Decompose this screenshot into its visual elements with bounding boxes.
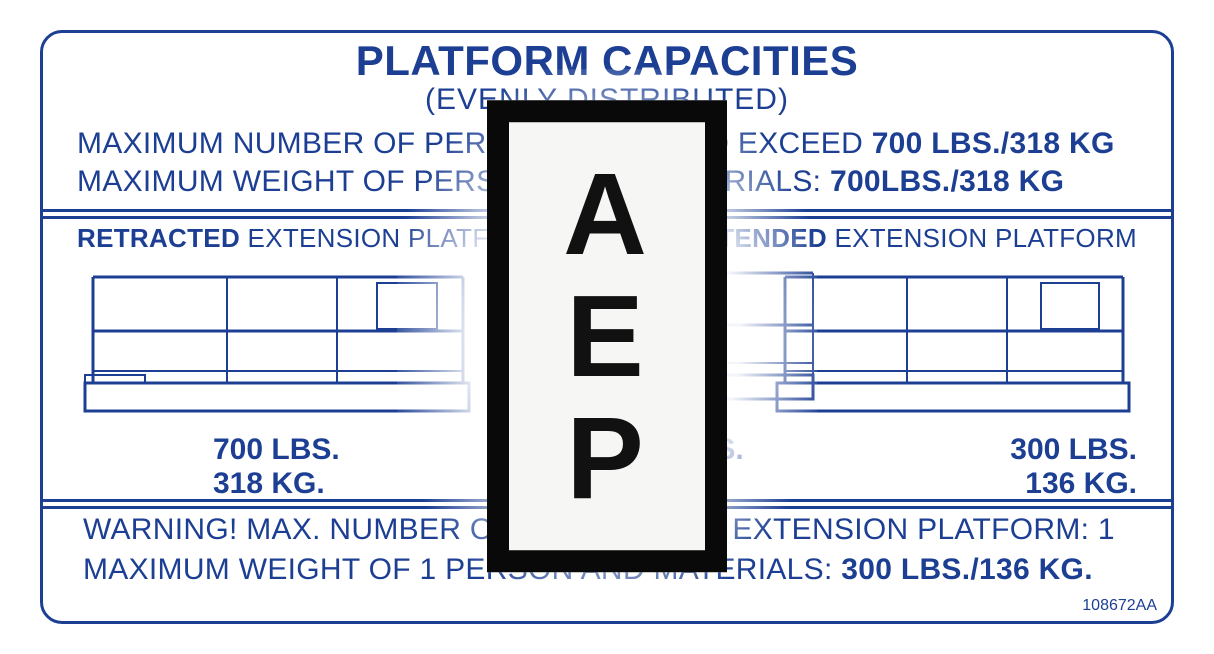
retracted-title: RETRACTED EXTENSION PLATFORM xyxy=(77,223,550,254)
retracted-drawing xyxy=(77,263,477,423)
retracted-title-bold: RETRACTED xyxy=(77,223,240,253)
aep-watermark: A E P xyxy=(487,100,727,572)
extended-ext-capacity-lbs: 300 LBS. xyxy=(1010,433,1137,466)
extended-ext-capacity: 300 LBS. 136 KG. xyxy=(1010,433,1137,500)
extended-title-rest: EXTENSION PLATFORM xyxy=(827,223,1137,253)
warning-line-2-label: MAXIMUM WEIGHT OF 1 PERSON AND MATERIALS… xyxy=(83,553,841,586)
watermark-letter-a: A xyxy=(563,156,651,272)
extended-platform-icon xyxy=(667,263,1137,423)
max-persons-value: 700 LBS./318 KG xyxy=(872,127,1115,160)
decal-inner: PLATFORM CAPACITIES (EVENLY DISTRIBUTED)… xyxy=(43,33,1171,621)
retracted-capacity: 700 LBS. 318 KG. xyxy=(213,433,340,500)
warning-line-2-value: 300 LBS./136 KG. xyxy=(841,553,1093,586)
capacity-decal: PLATFORM CAPACITIES (EVENLY DISTRIBUTED)… xyxy=(40,30,1174,624)
title: PLATFORM CAPACITIES xyxy=(43,37,1171,85)
watermark-overlay: A E P xyxy=(487,100,727,572)
retracted-capacity-lbs: 700 LBS. xyxy=(213,433,340,466)
watermark-letter-p: P xyxy=(566,400,647,516)
part-number: 108672AA xyxy=(1082,597,1157,615)
watermark-letter-e: E xyxy=(566,278,647,394)
extended-ext-capacity-kg: 136 KG. xyxy=(1010,467,1137,501)
retracted-platform-icon xyxy=(77,263,477,423)
retracted-capacity-kg: 318 KG. xyxy=(213,467,340,501)
extended-title: EXTENDED EXTENSION PLATFORM xyxy=(683,223,1137,254)
max-weight-value: 700LBS./318 KG xyxy=(830,165,1064,198)
extended-drawing xyxy=(737,263,1137,423)
max-persons-label: MAXIMUM NUMBER OF PERSONS: 3 NOT TO EXCE… xyxy=(77,127,872,160)
